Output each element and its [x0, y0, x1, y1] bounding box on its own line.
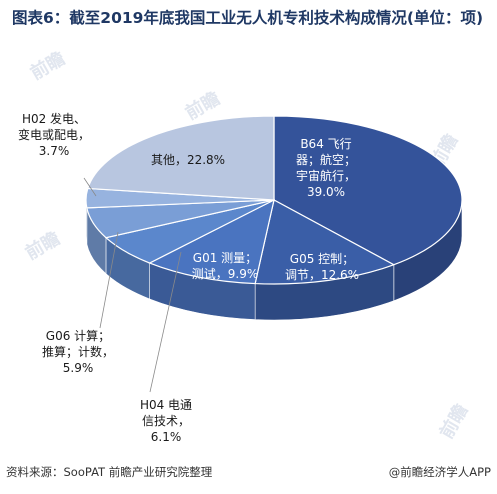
chart-title: 图表6：截至2019年底我国工业无人机专利技术构成情况(单位：项): [12, 9, 484, 27]
slice-data-label: G06 计算；推算；计数， 5.9%: [42, 328, 114, 375]
slice-data-label: B64 飞行器；航空；宇宙航行， 39.0%: [296, 137, 356, 199]
slice-data-label: H04 电通信技术， 6.1%: [140, 398, 192, 444]
source-note: 资料来源：SooPAT 前瞻产业研究院整理: [6, 465, 213, 479]
slice-data-label: 其他，22.8%: [151, 153, 225, 167]
leader-line: [149, 251, 182, 393]
pie-slice: [148, 198, 275, 285]
footer: 资料来源：SooPAT 前瞻产业研究院整理 @前瞻经济学人APP: [6, 464, 491, 480]
watermark-logo: 前瞻: [27, 47, 69, 84]
pie-slice: [273, 115, 463, 266]
brand-credit: @前瞻经济学人APP: [388, 465, 491, 479]
leader-line: [83, 177, 97, 197]
pie-walls: [85, 199, 463, 321]
watermark-logo: 前瞻: [22, 227, 64, 264]
pie-slice: [86, 115, 275, 201]
pie-slice: [254, 199, 396, 285]
pie-tops: [85, 115, 463, 285]
slice-data-label: H02 发电、变电或配电， 3.7%: [18, 111, 90, 158]
pie-labels: B64 飞行器；航空；宇宙航行， 39.0% G05 控制；调节，12.6% G01 …: [18, 111, 359, 444]
slice-data-label: G05 控制；调节，12.6%: [285, 252, 359, 282]
slice-data-label: G01 测量；测试，9.9%: [192, 251, 259, 281]
watermark-logo: 前瞻: [182, 87, 224, 124]
leader-line: [99, 231, 119, 329]
watermark-logo: 前瞻: [435, 400, 472, 442]
